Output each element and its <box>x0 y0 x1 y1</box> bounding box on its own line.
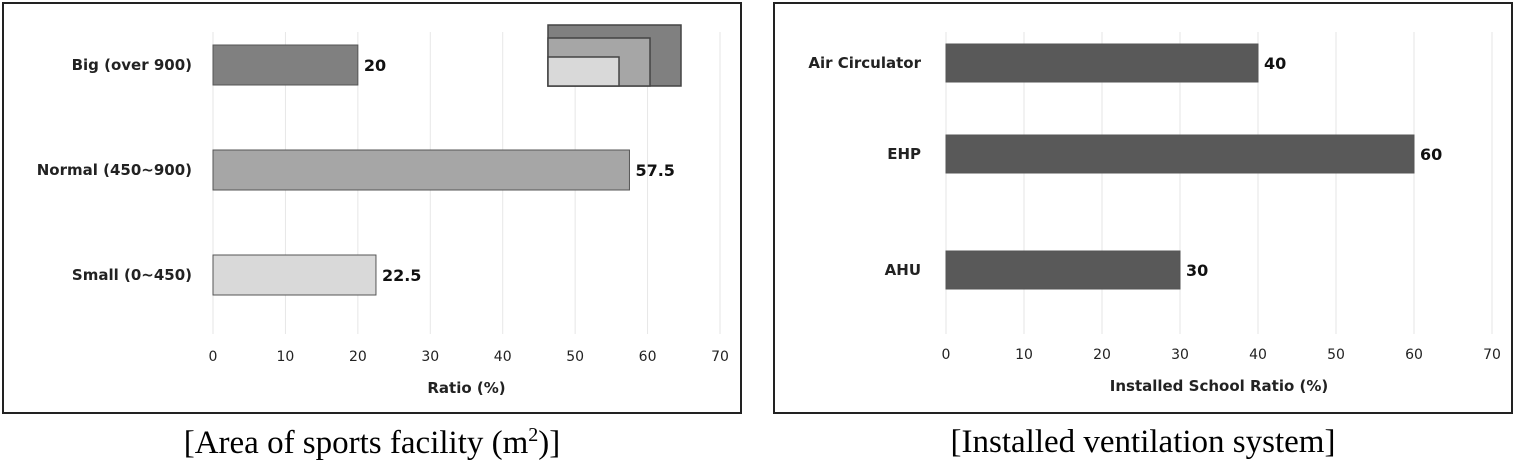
sports-facility-area-chart: 0 10 20 30 40 50 60 70 Ratio (%) Big (over 900) 20… <box>37 24 729 397</box>
x-tick-label: 50 <box>566 349 584 365</box>
x-axis-title: Installed School Ratio (%) <box>1110 377 1329 395</box>
data-label: 20 <box>364 56 386 75</box>
x-tick-label: 50 <box>1327 347 1345 363</box>
data-label: 30 <box>1186 261 1208 280</box>
data-label: 40 <box>1264 54 1286 73</box>
bar-air-circulator <box>945 43 1259 83</box>
data-label: 57.5 <box>635 161 674 180</box>
x-tick-label: 70 <box>711 349 729 365</box>
x-tick-label: 30 <box>1171 347 1189 363</box>
sports-facility-chart-panel: 0 10 20 30 40 50 60 70 Ratio (%) Big (over 900) 20… <box>2 2 742 414</box>
x-tick-label: 40 <box>1249 347 1267 363</box>
bar-small-0-450 <box>212 254 377 296</box>
x-tick-label: 20 <box>1093 347 1111 363</box>
bar-normal-450-900 <box>212 149 630 191</box>
x-tick-label: 60 <box>1405 347 1423 363</box>
category-label: Small (0~450) <box>72 266 192 284</box>
x-tick-label: 10 <box>277 349 295 365</box>
category-label: AHU <box>885 261 921 279</box>
ventilation-chart-panel: 0 10 20 30 40 50 60 70 Installed School Ratio (%… <box>773 2 1513 414</box>
caption-superscript: 2 <box>528 424 539 446</box>
x-axis-title: Ratio (%) <box>427 379 505 397</box>
data-label: 22.5 <box>382 266 421 285</box>
data-label: 60 <box>1420 145 1442 164</box>
x-tick-label: 30 <box>421 349 439 365</box>
x-tick-label: 20 <box>349 349 367 365</box>
x-tick-label: 40 <box>494 349 512 365</box>
category-label: Normal (450~900) <box>37 161 192 179</box>
x-tick-label: 70 <box>1483 347 1501 363</box>
x-tick-label: 60 <box>639 349 657 365</box>
legend-swatch-small <box>547 56 620 87</box>
caption-end: )] <box>538 425 561 461</box>
x-tick-label: 0 <box>942 347 951 363</box>
sports-facility-chart-caption: [Area of sports facility (m2)] <box>2 424 742 468</box>
caption-main: [Area of sports facility (m <box>183 425 529 461</box>
category-label: EHP <box>887 145 921 163</box>
category-label: Air Circulator <box>808 54 921 72</box>
bar-big-over-900 <box>212 44 359 86</box>
bar-ehp <box>945 134 1415 174</box>
bar-ahu <box>945 250 1181 290</box>
category-label: Big (over 900) <box>72 56 192 74</box>
x-tick-label: 0 <box>209 349 218 365</box>
ventilation-chart-caption: [Installed ventilation system] <box>950 424 1336 460</box>
x-tick-label: 10 <box>1015 347 1033 363</box>
ventilation-system-chart: 0 10 20 30 40 50 60 70 Installed School Ratio (%… <box>808 32 1501 395</box>
